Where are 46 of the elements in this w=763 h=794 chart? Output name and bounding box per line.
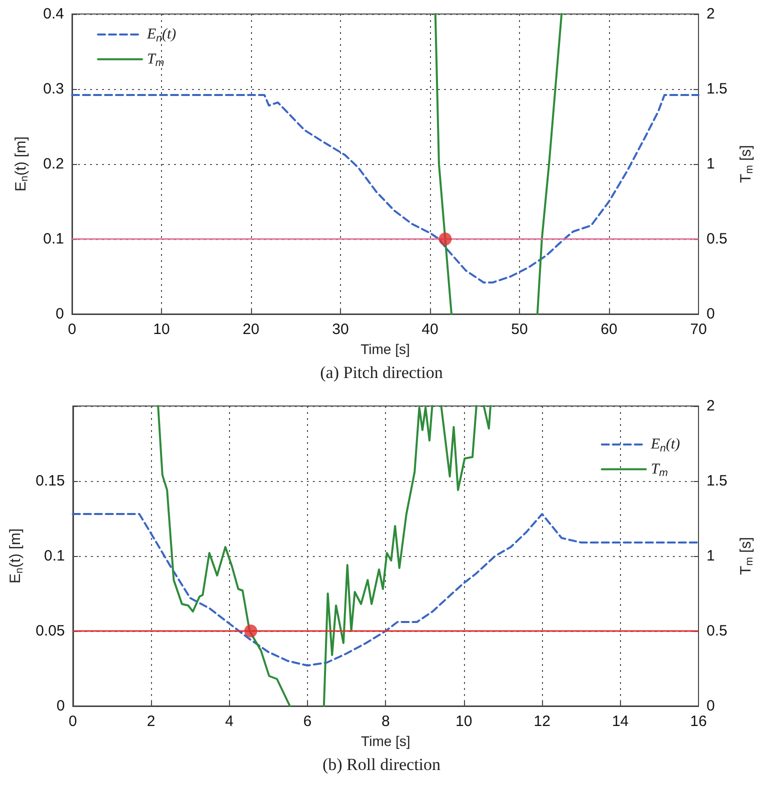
x-tick-label: 14	[612, 713, 629, 730]
y2-tick-label: 1.5	[706, 80, 728, 98]
x-tick-label: 30	[332, 321, 349, 338]
y-tick-label: 0.05	[36, 622, 65, 640]
y-axis-title: En(t) [m]	[12, 136, 30, 192]
x-tick-label: 50	[511, 321, 528, 338]
y2-axis-title: Tm [s]	[737, 145, 756, 183]
y-tick-label: 0.4	[43, 6, 64, 22]
x-tick-label: 60	[600, 321, 618, 338]
y-tick-label: 0.2	[43, 156, 64, 172]
x-axis-title: Time [s]	[360, 340, 410, 357]
line-series	[71, 94, 700, 284]
y-tick-label: 0.3	[43, 80, 64, 98]
y-tick-label: 0.1	[43, 230, 64, 248]
x-tick-label: 40	[422, 321, 438, 338]
y2-tick-label: 2	[706, 6, 715, 22]
text: (b) Roll direction	[322, 755, 442, 774]
y-tick-label: 0	[56, 698, 65, 714]
y-tick-label: 0	[56, 306, 64, 322]
x-tick-label: 0	[68, 321, 76, 338]
y-axis-title: En(t) [m]	[7, 528, 26, 584]
y2-tick-label: 1	[706, 548, 715, 564]
y2-tick-label: 0.5	[706, 230, 728, 248]
x-tick-label: 16	[690, 713, 707, 730]
x-tick-label: 2	[146, 713, 156, 730]
y2-tick-label: 0	[706, 698, 715, 714]
x-tick-label: 8	[382, 713, 390, 730]
y2-tick-label: 1.5	[706, 472, 728, 490]
line-series	[72, 513, 700, 666]
x-tick-label: 12	[534, 713, 550, 730]
y2-tick-label: 1	[706, 156, 715, 172]
y2-tick-label: 0.5	[706, 622, 728, 640]
y-tick-label: 0.15	[36, 472, 65, 490]
x-tick-label: 6	[303, 713, 312, 730]
y2-tick-label: 0	[706, 306, 715, 322]
x-tick-label: 10	[153, 321, 170, 338]
y-tick-label: 0.1	[44, 548, 65, 564]
x-axis-title: Time [s]	[361, 732, 410, 749]
x-tick-label: 10	[456, 713, 472, 730]
y2-axis-title: Tm [s]	[737, 537, 756, 575]
x-tick-label: 0	[68, 713, 78, 730]
x-tick-label: 70	[690, 321, 707, 338]
text: (a) Pitch direction	[320, 363, 444, 382]
x-tick-label: 4	[225, 713, 234, 730]
x-tick-label: 20	[242, 321, 260, 338]
y2-tick-label: 2	[706, 398, 715, 414]
